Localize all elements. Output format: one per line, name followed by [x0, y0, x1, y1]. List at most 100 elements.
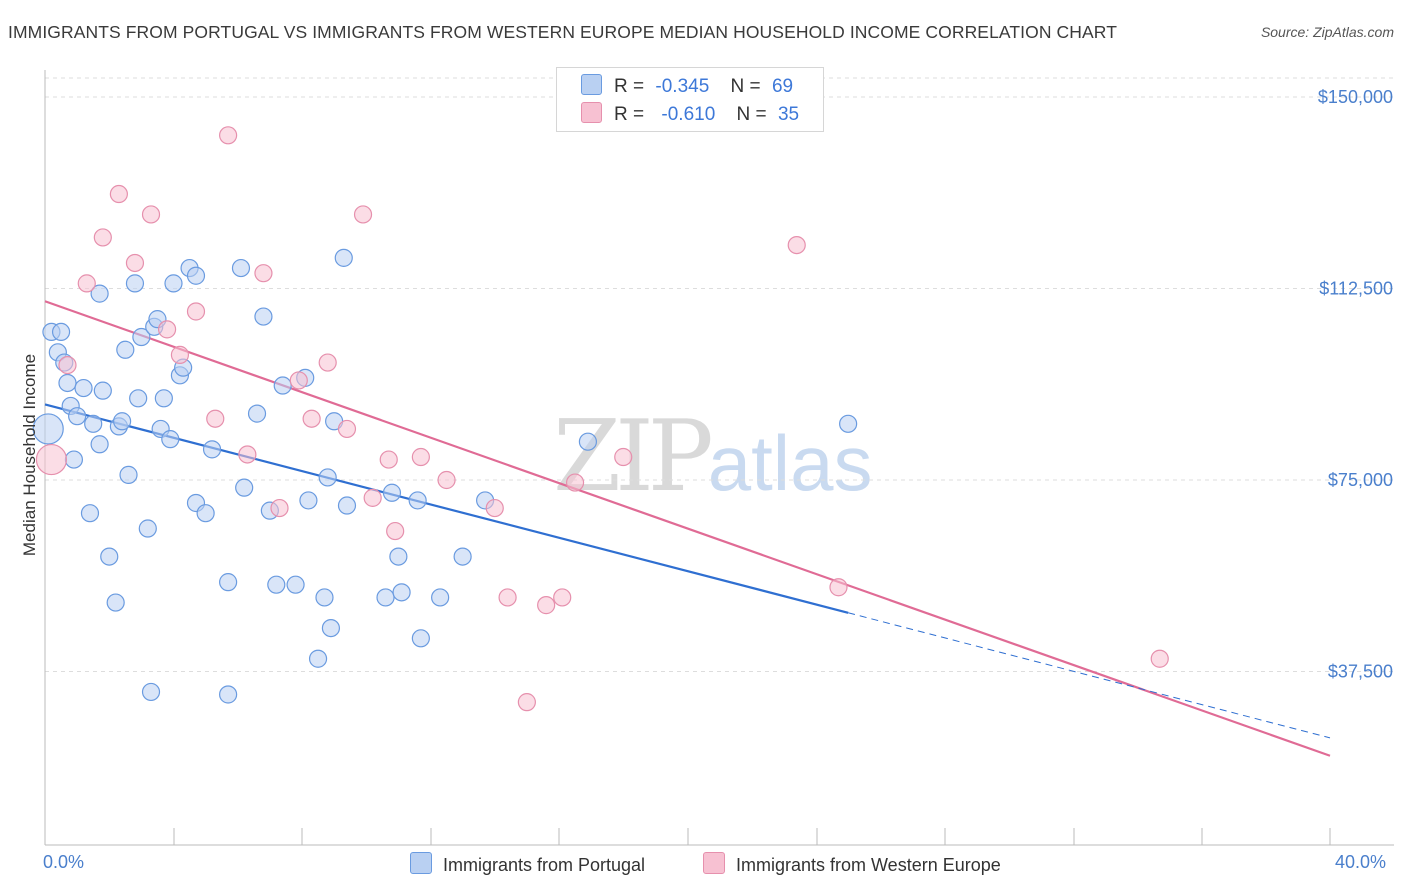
point-western-europe	[58, 356, 77, 375]
point-portugal	[125, 274, 145, 293]
point-western-europe	[254, 264, 273, 283]
series-swatch-portugal	[410, 852, 432, 874]
point-portugal	[84, 414, 103, 433]
legend-r-label: R =	[614, 104, 645, 125]
point-portugal	[299, 491, 318, 510]
legend-r-value: -0.345	[655, 76, 710, 97]
y-tick-label: $150,000	[1318, 87, 1393, 107]
point-portugal	[376, 588, 395, 607]
point-portugal	[308, 649, 328, 668]
point-western-europe	[238, 445, 257, 464]
y-tick-labels: $37,500 $75,000 $112,500 $150,000	[1318, 87, 1393, 682]
point-portugal	[90, 435, 109, 454]
point-western-europe	[411, 447, 430, 467]
point-portugal	[119, 465, 138, 484]
point-western-europe	[93, 228, 112, 247]
point-western-europe	[498, 588, 517, 607]
point-western-europe	[553, 588, 572, 607]
point-portugal	[90, 284, 109, 303]
point-portugal	[453, 547, 472, 566]
legend-n-label: N =	[736, 104, 767, 125]
legend-r-value: -0.610	[661, 104, 716, 125]
point-portugal	[231, 258, 251, 278]
point-western-europe	[517, 693, 536, 712]
point-western-europe	[353, 205, 373, 224]
point-portugal	[247, 404, 267, 423]
series-label-portugal: Immigrants from Portugal	[443, 855, 646, 875]
point-western-europe	[829, 578, 848, 597]
point-portugal	[51, 322, 71, 342]
trend-line-western-europe	[44, 300, 1331, 757]
point-portugal	[254, 307, 273, 326]
point-portugal	[578, 432, 598, 451]
legend-n-label: N =	[730, 76, 761, 97]
trend-extension-portugal	[847, 612, 1331, 739]
point-western-europe	[270, 498, 289, 518]
point-portugal	[431, 588, 450, 607]
point-portugal	[411, 629, 430, 648]
point-western-europe	[485, 498, 504, 518]
point-portugal	[100, 547, 119, 566]
point-portugal	[64, 450, 84, 469]
point-portugal	[186, 266, 206, 285]
point-portugal	[286, 575, 305, 594]
point-western-europe	[109, 184, 128, 204]
watermark-atlas: atlas	[707, 419, 873, 507]
point-western-europe	[537, 596, 556, 615]
point-portugal	[164, 274, 183, 293]
point-western-europe	[289, 371, 308, 390]
point-western-europe	[141, 205, 161, 224]
point-portugal	[219, 685, 238, 704]
point-portugal	[235, 478, 254, 497]
point-portugal	[116, 340, 135, 359]
source-credit: Source: ZipAtlas.com	[1260, 24, 1394, 40]
point-portugal	[315, 588, 334, 607]
point-portugal	[32, 413, 64, 445]
stats-legend: R = -0.345 N = 69 R = -0.610 N = 35	[556, 67, 824, 132]
trend-lines	[44, 300, 1331, 757]
point-portugal	[196, 504, 215, 523]
point-portugal	[141, 682, 161, 702]
point-western-europe	[125, 253, 145, 273]
point-portugal	[334, 248, 353, 267]
point-western-europe	[206, 409, 225, 428]
point-portugal	[273, 376, 292, 395]
point-portugal	[382, 483, 402, 502]
point-western-europe	[186, 302, 206, 321]
watermark-zip: ZIP	[553, 400, 714, 514]
y-tick-label: $112,500	[1319, 279, 1393, 299]
point-portugal	[318, 468, 337, 487]
point-western-europe	[77, 274, 96, 293]
point-western-europe	[318, 353, 337, 372]
series-legend-portugal: Immigrants from Portugal	[410, 852, 645, 876]
point-western-europe	[337, 419, 357, 439]
series-legend-western-europe: Immigrants from Western Europe	[703, 852, 1001, 876]
point-western-europe	[302, 409, 321, 428]
point-portugal	[68, 407, 87, 426]
point-portugal	[267, 575, 286, 594]
y-axis-label: Median Household Income	[20, 354, 39, 556]
point-portugal	[74, 378, 93, 398]
point-portugal	[202, 440, 222, 459]
point-western-europe	[35, 443, 68, 476]
legend-swatch-portugal	[581, 74, 602, 95]
point-western-europe	[363, 488, 382, 507]
point-portugal	[321, 618, 341, 638]
point-portugal	[93, 381, 112, 400]
x-tick-label-max: 40.0%	[1335, 852, 1387, 872]
point-portugal	[408, 491, 427, 510]
point-portugal	[392, 583, 411, 602]
point-portugal	[219, 573, 238, 592]
point-western-europe	[787, 235, 806, 255]
point-western-europe	[614, 447, 633, 467]
series-swatch-western-europe	[703, 852, 725, 874]
point-western-europe	[565, 473, 585, 492]
point-portugal	[80, 504, 100, 523]
point-western-europe	[386, 521, 405, 541]
point-western-europe	[170, 345, 190, 364]
y-tick-label: $75,000	[1328, 470, 1393, 490]
point-western-europe	[157, 320, 177, 339]
point-portugal	[58, 373, 77, 393]
point-portugal	[389, 547, 408, 566]
